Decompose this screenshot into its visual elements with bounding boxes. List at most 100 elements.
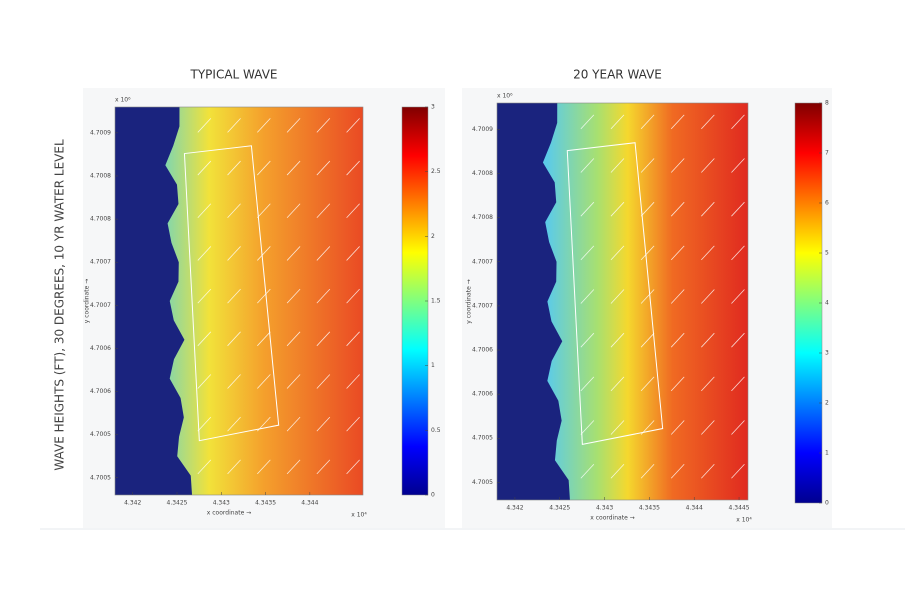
- wave-arrow: [731, 245, 745, 261]
- colorbar-tick-label: 1: [431, 362, 435, 369]
- wave-arrow: [701, 420, 715, 435]
- wave-arrow: [640, 376, 655, 392]
- wave-arrow: [257, 331, 271, 347]
- wave-arrow: [731, 463, 745, 479]
- colorbar: [794, 102, 823, 504]
- y-tick-label: 4.7006: [472, 391, 493, 398]
- y-multiplier: x 10⁶: [115, 97, 131, 104]
- wave-arrow: [197, 246, 212, 261]
- colorbar-tick-label: 4: [825, 300, 829, 307]
- y-tick-label: 4.7006: [90, 388, 111, 395]
- wave-arrow: [346, 331, 360, 347]
- x-tick-label: 4.3435: [639, 505, 660, 512]
- wave-arrow: [197, 160, 212, 176]
- wave-arrow: [610, 245, 625, 261]
- wave-arrow: [257, 374, 271, 389]
- breakwater-outline: [183, 145, 280, 442]
- wave-arrow: [316, 118, 331, 133]
- colorbar-tick-label: 0: [431, 492, 435, 499]
- land: [497, 103, 570, 500]
- wave-arrow: [701, 114, 715, 130]
- wave-arrow: [257, 416, 271, 432]
- wave-arrow: [670, 463, 685, 479]
- wave-arrow: [670, 158, 685, 173]
- wave-arrow: [227, 288, 241, 304]
- wave-arrow: [580, 420, 595, 435]
- wave-arrow: [731, 114, 745, 130]
- wave-arrow: [610, 201, 625, 217]
- wave-arrow: [670, 376, 685, 392]
- wave-arrow: [197, 331, 212, 347]
- wave-arrow: [731, 376, 745, 392]
- x-tick-label: 4.3445: [729, 505, 750, 512]
- colorbar-tick-label: 1: [825, 450, 829, 457]
- plot-frame: [496, 102, 749, 501]
- x-axis-label: x coordinate →: [590, 515, 634, 522]
- y-tick-label: 4.7007: [472, 258, 493, 265]
- side-label: WAVE HEIGHTS (FT), 30 DEGREES, 10 YR WAT…: [53, 139, 67, 471]
- y-tick-label: 4.7006: [472, 347, 493, 354]
- y-tick-label: 4.7005: [90, 474, 111, 481]
- wave-arrow: [286, 118, 301, 133]
- wave-arrow: [610, 289, 625, 304]
- x-tick-label: 4.344: [301, 500, 318, 507]
- wave-arrow: [640, 245, 655, 261]
- colorbar: [401, 106, 429, 496]
- y-axis-label: y coordinate →: [84, 279, 91, 323]
- chart-title: 20 YEAR WAVE: [573, 68, 662, 82]
- wave-arrow: [580, 114, 595, 130]
- colorbar-tick-label: 8: [825, 100, 829, 107]
- wave-arrow: [670, 420, 685, 435]
- wave-arrow: [670, 289, 685, 304]
- wave-arrow: [257, 459, 271, 475]
- wave-arrow: [197, 288, 212, 304]
- wave-arrow: [197, 416, 212, 432]
- colorbar-tick-label: 6: [825, 200, 829, 207]
- x-tick-label: 4.342: [124, 500, 141, 507]
- wave-arrow: [731, 289, 745, 304]
- wave-arrow: [731, 332, 745, 348]
- wave-arrow: [670, 332, 685, 348]
- wave-arrow: [227, 459, 241, 475]
- wave-arrow: [286, 459, 301, 475]
- y-tick-label: 4.7009: [472, 126, 493, 133]
- colorbar-tick-label: 2: [825, 400, 829, 407]
- y-tick-label: 4.7007: [472, 302, 493, 309]
- x-axis-label: x coordinate →: [207, 510, 251, 517]
- x-tick-label: 4.343: [596, 505, 613, 512]
- chart-title: TYPICAL WAVE: [190, 68, 278, 82]
- colorbar-tick-label: 3: [825, 350, 829, 357]
- wave-arrow: [286, 331, 301, 347]
- wave-arrow: [731, 420, 745, 435]
- wave-arrow: [316, 246, 331, 261]
- wave-arrow: [610, 158, 625, 173]
- wave-arrow: [640, 114, 655, 130]
- colorbar-tick-label: 0: [825, 500, 829, 507]
- wave-arrow: [580, 201, 595, 217]
- y-tick-label: 4.7006: [90, 345, 111, 352]
- wave-arrow: [346, 459, 360, 475]
- wave-arrow: [701, 463, 715, 479]
- wave-arrow: [346, 374, 360, 389]
- wave-arrow: [640, 332, 655, 348]
- wave-arrow: [257, 118, 271, 133]
- wave-arrow: [731, 158, 745, 173]
- wave-arrow: [227, 374, 241, 389]
- wave-arrow: [197, 374, 212, 389]
- y-tick-label: 4.7008: [90, 216, 111, 223]
- x-tick-label: 4.344: [686, 505, 703, 512]
- wave-arrow: [701, 245, 715, 261]
- wave-arrow: [640, 201, 655, 217]
- wave-arrow: [197, 118, 212, 133]
- wave-arrow: [286, 203, 301, 219]
- wave-arrow: [640, 463, 655, 479]
- wave-arrow: [610, 376, 625, 392]
- wave-arrow: [227, 118, 241, 133]
- wave-arrow: [580, 463, 595, 479]
- y-tick-label: 4.7008: [90, 172, 111, 179]
- wave-arrow: [580, 376, 595, 392]
- wave-arrow: [701, 201, 715, 217]
- breakwater-outline: [566, 142, 664, 446]
- wave-arrow: [640, 158, 655, 173]
- colorbar-tick-label: 1.5: [431, 298, 441, 305]
